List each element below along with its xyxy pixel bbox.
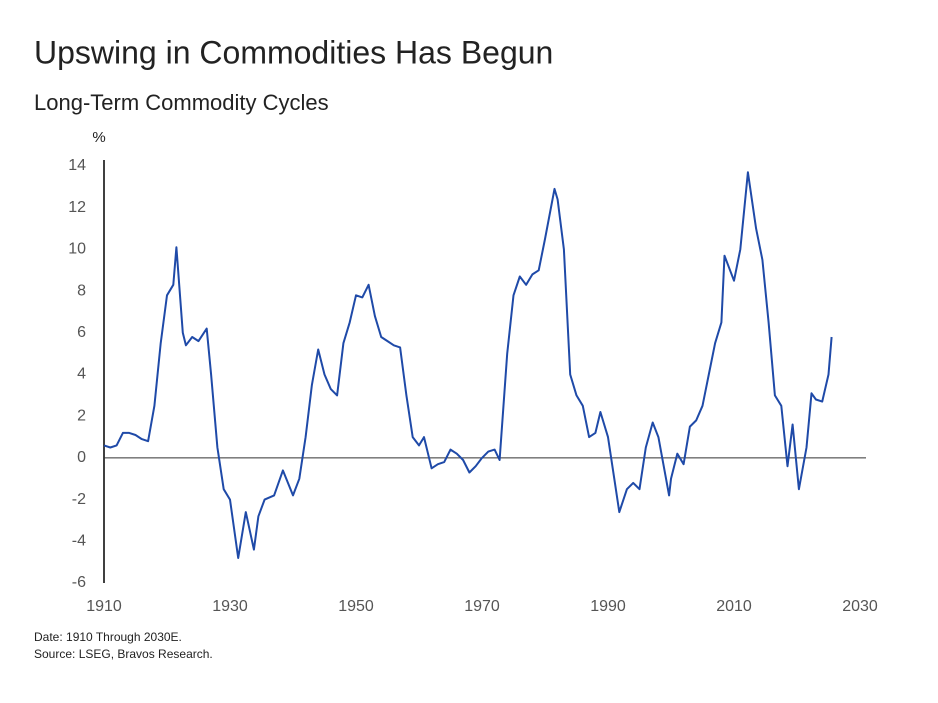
y-tick-label: 4 (77, 366, 86, 383)
y-tick-label: -6 (72, 574, 86, 591)
y-tick-label: 2 (77, 407, 86, 424)
y-tick-label: 0 (77, 449, 86, 466)
y-tick-label: 8 (77, 282, 86, 299)
chart-subtitle: Long-Term Commodity Cycles (34, 90, 329, 115)
x-tick-label: 1950 (338, 598, 374, 615)
x-tick-label: 1990 (590, 598, 626, 615)
note: Date: 1910 Through 2030E. (34, 630, 182, 644)
x-tick-label: 1930 (212, 598, 248, 615)
y-tick-label: 14 (68, 157, 86, 174)
x-tick-label: 2030 (842, 598, 878, 615)
chart-title: Upswing in Commodities Has Begun (34, 34, 553, 70)
y-tick-label: 10 (68, 241, 86, 258)
y-tick-label: 12 (68, 199, 86, 216)
x-tick-label: 1970 (464, 598, 500, 615)
series-line (103, 171, 833, 559)
x-tick-label: 1910 (86, 598, 122, 615)
y-tick-label: 6 (77, 324, 86, 341)
y-axis-label: % (92, 129, 105, 146)
x-tick-label: 2010 (716, 598, 752, 615)
y-tick-label: -4 (72, 533, 86, 550)
y-tick-label: -2 (72, 491, 86, 508)
note: Source: LSEG, Bravos Research. (34, 647, 213, 661)
